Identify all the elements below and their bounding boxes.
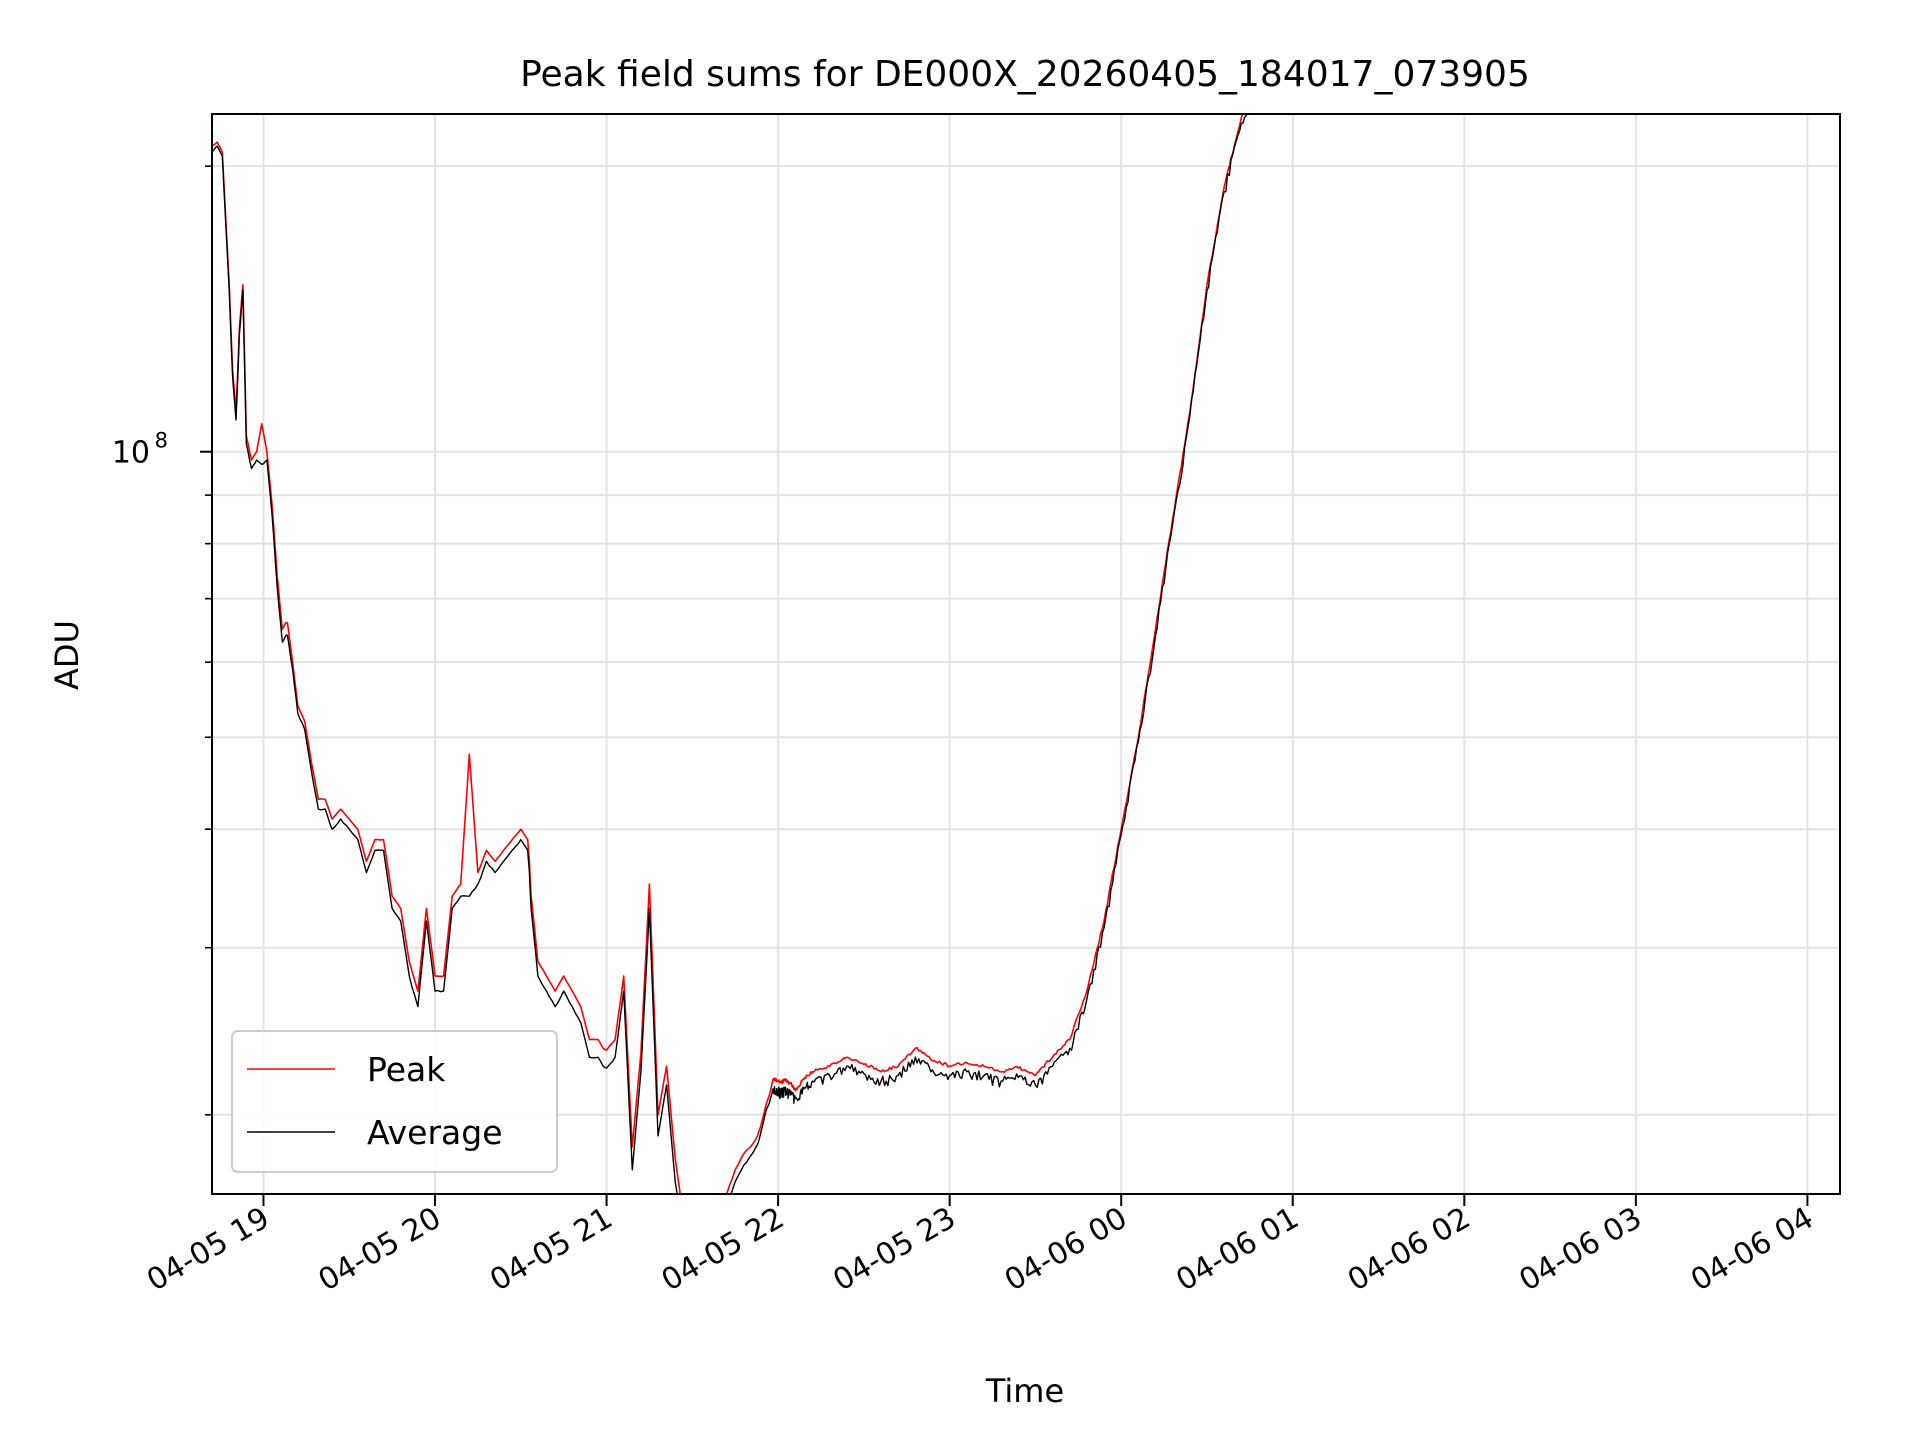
x-axis-label: Time (985, 1372, 1064, 1410)
y-tick-label-exponent: 8 (155, 429, 168, 453)
grid (212, 114, 1840, 1194)
y-tick-label-base: 10 (112, 436, 150, 471)
plot-frame (211, 113, 1841, 1195)
series-lines (212, 114, 1248, 1194)
legend-box (231, 1030, 558, 1173)
legend-peak-label: Peak (367, 1050, 446, 1089)
series-line-peak (212, 114, 1244, 1194)
legend-average-label: Average (367, 1113, 503, 1152)
y-axis-label: ADU (48, 620, 86, 690)
series-line-average (212, 114, 1248, 1194)
legend: Peak Average (231, 1030, 558, 1173)
chart-title: Peak field sums for DE000X_20260405_1840… (520, 54, 1530, 95)
